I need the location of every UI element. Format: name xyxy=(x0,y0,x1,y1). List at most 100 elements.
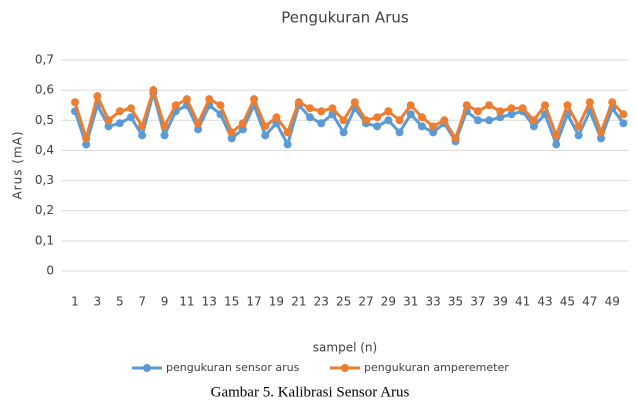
marker xyxy=(597,128,606,137)
marker xyxy=(317,119,326,128)
marker xyxy=(182,95,191,104)
marker xyxy=(115,119,124,128)
marker xyxy=(70,98,79,107)
marker xyxy=(429,122,438,131)
marker xyxy=(529,116,538,125)
marker xyxy=(507,110,516,119)
marker xyxy=(373,113,382,122)
x-tick-label: 25 xyxy=(336,295,351,309)
legend-label: pengukuran amperemeter xyxy=(364,361,509,374)
y-tick-label: 0,1 xyxy=(35,233,54,247)
legend-label: pengukuran sensor arus xyxy=(166,361,300,374)
x-tick-label: 9 xyxy=(161,295,169,309)
marker xyxy=(317,107,326,116)
marker xyxy=(171,101,180,110)
x-tick-label: 7 xyxy=(138,295,146,309)
marker xyxy=(518,104,527,113)
x-tick-label: 23 xyxy=(314,295,329,309)
marker xyxy=(541,101,550,110)
marker xyxy=(115,107,124,116)
marker xyxy=(406,101,415,110)
marker xyxy=(82,134,91,143)
marker xyxy=(205,95,214,104)
x-tick-label: 5 xyxy=(116,295,124,309)
x-tick-label: 13 xyxy=(202,295,217,309)
y-tick-label: 0,2 xyxy=(35,203,54,217)
marker xyxy=(82,140,91,149)
marker xyxy=(261,131,270,140)
marker xyxy=(552,131,561,140)
chart-title: Pengukuran Arus xyxy=(281,9,409,27)
marker xyxy=(552,140,561,149)
legend-marker xyxy=(341,364,349,372)
y-tick-label: 0,6 xyxy=(35,83,54,97)
marker xyxy=(417,113,426,122)
x-tick-label: 33 xyxy=(425,295,440,309)
marker xyxy=(361,116,370,125)
y-tick-label: 0,3 xyxy=(35,173,54,187)
y-tick-label: 0 xyxy=(46,264,54,278)
x-tick-label: 41 xyxy=(515,295,530,309)
marker xyxy=(451,134,460,143)
marker xyxy=(473,116,482,125)
marker xyxy=(417,122,426,131)
marker xyxy=(619,119,628,128)
marker xyxy=(227,134,236,143)
x-tick-label: 35 xyxy=(448,295,463,309)
x-tick-label: 11 xyxy=(179,295,194,309)
caption: Gambar 5. Kalibrasi Sensor Arus xyxy=(211,384,410,400)
marker xyxy=(93,92,102,101)
y-tick-label: 0,5 xyxy=(35,113,54,127)
marker xyxy=(160,131,169,140)
marker xyxy=(138,131,147,140)
y-axis-label: Arus (mA) xyxy=(11,130,25,199)
marker xyxy=(529,122,538,131)
marker xyxy=(104,122,113,131)
y-tick-label: 0,4 xyxy=(35,143,54,157)
marker xyxy=(507,104,516,113)
x-tick-label: 37 xyxy=(470,295,485,309)
marker xyxy=(574,122,583,131)
x-tick-label: 49 xyxy=(605,295,620,309)
marker xyxy=(585,98,594,107)
marker xyxy=(238,125,247,134)
marker xyxy=(306,104,315,113)
marker xyxy=(283,128,292,137)
marker xyxy=(429,128,438,137)
marker xyxy=(227,128,236,137)
marker xyxy=(597,134,606,143)
marker xyxy=(272,113,281,122)
marker xyxy=(294,98,303,107)
x-tick-label: 27 xyxy=(358,295,373,309)
marker xyxy=(395,128,404,137)
x-tick-label: 39 xyxy=(493,295,508,309)
marker xyxy=(339,128,348,137)
marker xyxy=(384,107,393,116)
marker xyxy=(350,98,359,107)
marker xyxy=(104,116,113,125)
marker xyxy=(496,107,505,116)
x-tick-label: 17 xyxy=(246,295,261,309)
marker xyxy=(395,116,404,125)
marker xyxy=(250,95,259,104)
marker xyxy=(283,140,292,149)
marker xyxy=(496,113,505,122)
marker xyxy=(126,104,135,113)
marker xyxy=(261,122,270,131)
marker xyxy=(462,101,471,110)
marker xyxy=(160,122,169,131)
marker xyxy=(306,113,315,122)
x-tick-label: 1 xyxy=(71,295,79,309)
x-tick-label: 21 xyxy=(291,295,306,309)
marker xyxy=(138,122,147,131)
marker xyxy=(485,101,494,110)
x-tick-label: 19 xyxy=(269,295,284,309)
x-tick-label: 15 xyxy=(224,295,239,309)
marker xyxy=(126,113,135,122)
marker xyxy=(328,104,337,113)
marker xyxy=(440,116,449,125)
marker xyxy=(238,119,247,128)
marker xyxy=(485,116,494,125)
marker xyxy=(149,86,158,95)
x-tick-label: 45 xyxy=(560,295,575,309)
